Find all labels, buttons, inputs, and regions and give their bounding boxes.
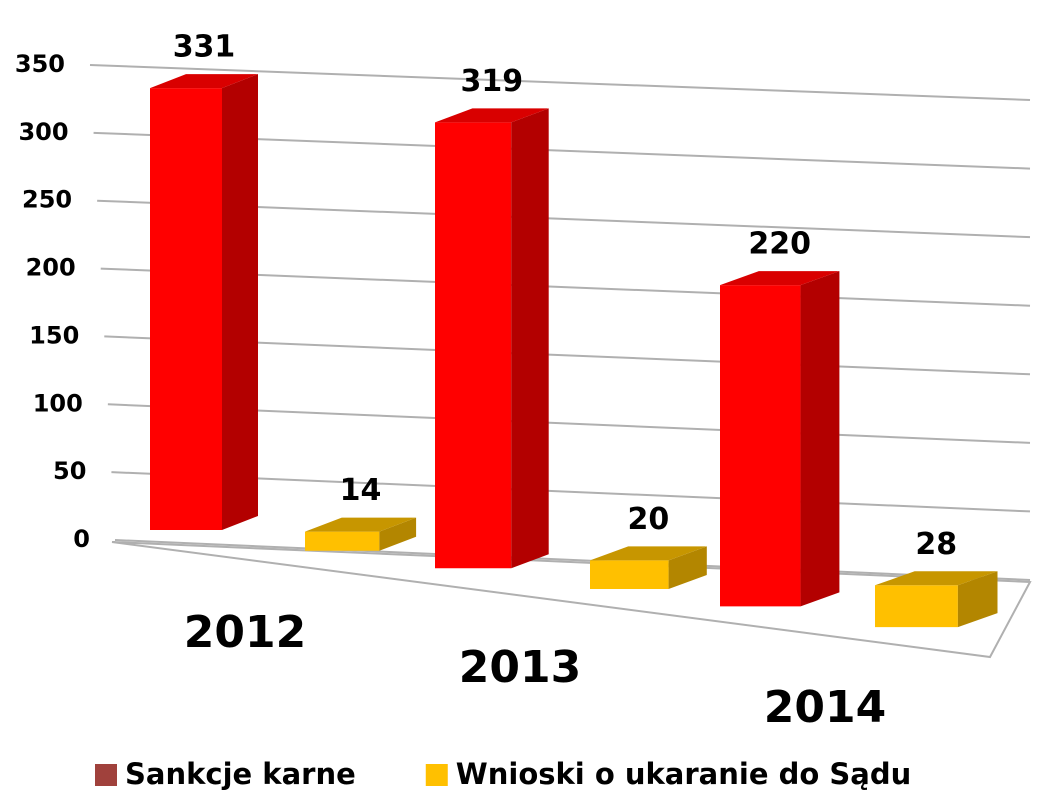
bar-side	[957, 571, 998, 628]
x-tick-label: 2014	[764, 682, 886, 733]
x-tick-label: 2012	[184, 607, 306, 658]
y-tick-label: 300	[18, 118, 68, 146]
bar	[720, 271, 840, 607]
bar-top	[720, 271, 840, 286]
y-tick-label: 250	[22, 186, 72, 214]
bar	[435, 108, 549, 569]
bar-side	[222, 74, 258, 531]
bar	[150, 74, 258, 531]
value-label: 220	[748, 227, 811, 262]
y-tick-label: 0	[73, 525, 90, 553]
value-label: 20	[628, 502, 670, 537]
value-label: 28	[915, 527, 957, 562]
grid-line	[104, 335, 1031, 376]
legend-label: Sankcje karne	[125, 757, 356, 791]
grid-line	[114, 539, 1031, 581]
bar-front	[435, 122, 512, 569]
bar-top	[435, 108, 549, 123]
bar	[305, 517, 417, 551]
y-tick-label: 150	[29, 321, 79, 349]
bar-top	[305, 517, 417, 532]
legend-swatch	[425, 764, 448, 786]
value-label: 14	[340, 473, 382, 508]
bar-front	[150, 88, 222, 531]
grid-line	[111, 471, 1031, 513]
bar-top	[590, 546, 707, 561]
bar-side	[800, 271, 840, 607]
bar-top	[150, 74, 258, 89]
bar-front	[590, 560, 669, 589]
bar-front	[720, 285, 801, 607]
bar	[875, 571, 998, 628]
bar-front	[305, 531, 380, 551]
bar-front	[875, 585, 958, 628]
y-tick-label: 50	[53, 457, 86, 485]
bar-side	[511, 108, 549, 569]
y-tick-label: 350	[15, 50, 65, 78]
y-tick-label: 200	[26, 254, 76, 282]
bar	[590, 546, 707, 589]
legend-swatch	[95, 764, 117, 786]
legend-label: Wnioski o ukaranie do Sądu	[456, 757, 911, 791]
x-tick-label: 2013	[459, 642, 581, 693]
grid-line	[107, 403, 1031, 444]
grid-line	[89, 64, 1031, 101]
y-tick-label: 100	[33, 389, 83, 417]
value-label: 331	[173, 30, 236, 65]
value-label: 319	[461, 64, 524, 99]
bar-side	[379, 517, 417, 551]
bar-side	[668, 546, 707, 589]
bar-top	[875, 571, 998, 586]
floor	[111, 541, 1032, 659]
